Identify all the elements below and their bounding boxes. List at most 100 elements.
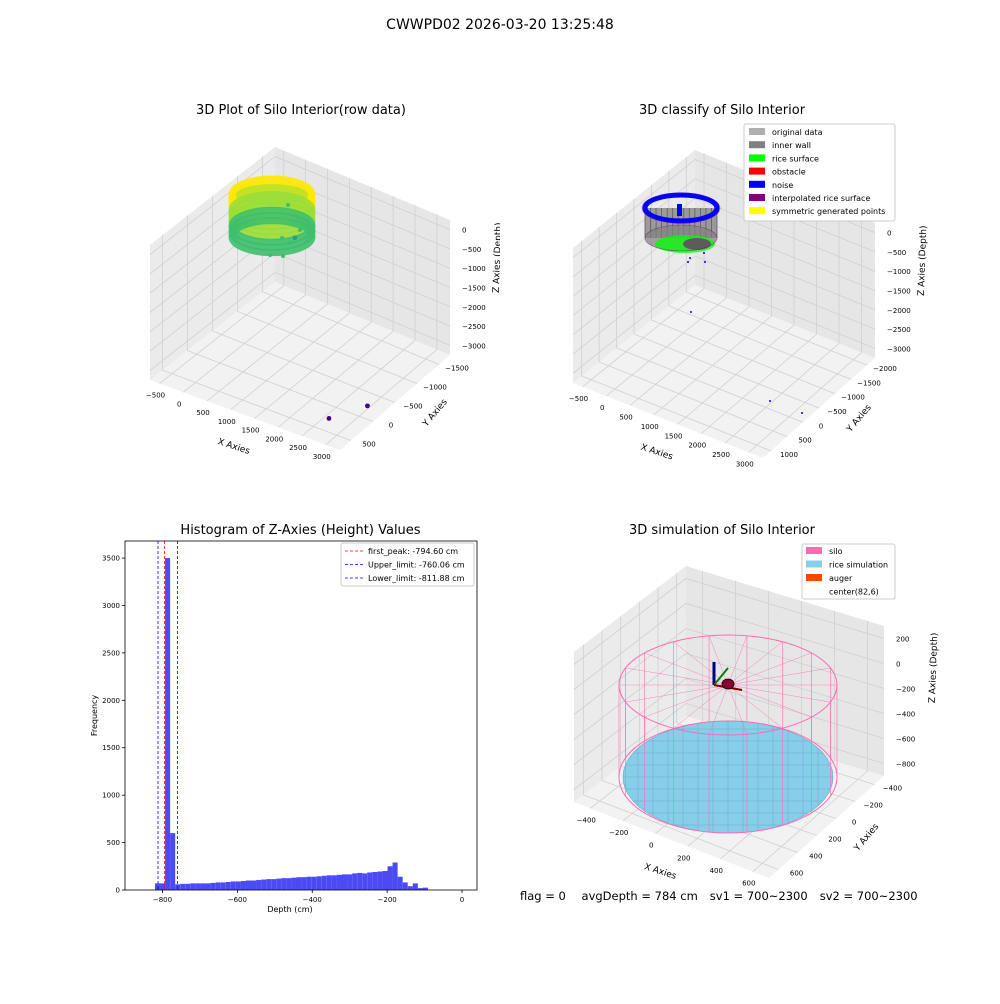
classify-legend-label: symmetric generated points — [772, 207, 885, 216]
classify-z-grid — [572, 274, 876, 374]
classify-interpolated-ring — [644, 224, 718, 252]
classify-y-tick: −1000 — [841, 394, 865, 402]
sim-silo-roof-line — [727, 684, 831, 703]
sim-z-label: Z Axies (Depth) — [928, 633, 940, 704]
classify-legend-label: inner wall — [772, 141, 811, 150]
raw-x-tick: 500 — [196, 409, 209, 417]
classify-legend-swatch — [749, 194, 765, 201]
histogram-x-tick: −600 — [228, 896, 247, 904]
sim-legend-label: silo — [829, 547, 843, 556]
classify-y-grid — [598, 361, 788, 437]
histogram-title: Histogram of Z-Axies (Height) Values — [180, 523, 421, 538]
histogram-x-tick: −800 — [153, 896, 172, 904]
classify-y-tick: 0 — [819, 422, 823, 430]
classify-legend-swatch — [749, 154, 765, 162]
histogram-bar — [200, 883, 206, 890]
histogram-bar — [281, 878, 287, 890]
classify-y-tick: 1000 — [780, 451, 798, 459]
histogram-bar — [417, 888, 423, 890]
sim-y-tick: 600 — [790, 870, 803, 878]
raw-x-tick: 2500 — [289, 444, 307, 452]
classify-z-tick: −3000 — [887, 345, 911, 353]
classify-x-label: X Axies — [639, 443, 674, 463]
histogram-bar — [266, 879, 272, 890]
raw-y-grid — [262, 291, 440, 365]
sim-auger-marker — [721, 678, 735, 690]
histogram-bar — [251, 880, 257, 890]
classify-chart-title: 3D classify of Silo Interior — [638, 103, 806, 118]
sim-x-grid — [752, 770, 868, 872]
histogram-bar — [245, 880, 252, 890]
classify-legend-swatch — [749, 180, 765, 188]
classify-x-tick: 2500 — [712, 451, 730, 459]
sim-silo-roof-line — [727, 635, 748, 686]
classify-noise-ring — [642, 192, 720, 224]
histogram-bar — [210, 882, 216, 890]
panel-simulation: 3D simulation of Silo Interior −400 −200 0… — [420, 500, 1000, 1000]
sim-z-grid — [573, 653, 885, 740]
sim-silo-roof-line — [644, 684, 729, 718]
histogram-bar — [311, 876, 317, 890]
raw-y-grid — [237, 311, 418, 384]
raw-y-tick: 0 — [389, 422, 393, 430]
classify-z-grid — [572, 178, 876, 278]
sim-x-tick: 400 — [710, 867, 723, 875]
raw-y-grid — [187, 350, 374, 422]
histogram-bar — [230, 881, 236, 890]
sim-y-tick: 200 — [828, 836, 841, 844]
raw-scatter-point — [281, 254, 285, 258]
classify-x-tick: 500 — [619, 414, 632, 422]
histogram-bar — [402, 882, 408, 890]
simulation-chart-title: 3D simulation of Silo Interior — [629, 523, 815, 538]
raw-x-tick: 1500 — [242, 427, 260, 435]
classify-noise-point — [689, 257, 691, 259]
histogram-frame — [124, 540, 478, 891]
histogram-legend-label: Upper_limit: -760.06 cm — [368, 561, 465, 570]
status-line: flag = 0 avgDepth = 784 cm sv1 = 700~2300… — [520, 889, 930, 903]
status-flag: flag = 0 — [520, 889, 566, 903]
sim-axis-marker-y — [713, 667, 729, 686]
histogram-bar — [154, 883, 161, 890]
raw-x-tick: 1000 — [218, 418, 236, 426]
classify-x-tick: 3000 — [736, 460, 754, 468]
sim-x-tick: 600 — [742, 880, 755, 888]
raw-z-tick: −1000 — [462, 265, 486, 273]
sim-legend-label: auger — [829, 574, 853, 583]
sim-z-tick: −400 — [896, 711, 915, 719]
sim-y-tick: −400 — [883, 785, 902, 793]
raw-z-grid — [149, 156, 451, 255]
sim-silo-roof-line — [708, 684, 729, 735]
histogram-bar — [306, 876, 312, 890]
sim-silo-roof-line — [727, 667, 831, 686]
histogram-bar — [291, 877, 297, 890]
histogram-bar — [357, 872, 363, 890]
sim-legend-swatch — [806, 574, 822, 581]
classify-z-tick: −2500 — [887, 326, 911, 334]
sim-z-grid — [573, 578, 885, 665]
sim-silo-roof-line — [673, 684, 729, 729]
raw-z-tick: −1500 — [462, 285, 486, 293]
histogram-bar — [387, 866, 393, 890]
classify-y-grid — [581, 375, 772, 452]
histogram-bar — [377, 871, 383, 890]
sim-legend-label: rice simulation — [829, 561, 888, 570]
classify-noise-cluster — [677, 204, 682, 216]
histogram-y-tick: 1000 — [102, 792, 120, 800]
histogram-bar — [276, 878, 282, 890]
sim-z-grid — [573, 678, 885, 765]
histogram-y-label: Frequency — [90, 695, 99, 737]
classify-x-tick: 0 — [600, 404, 604, 412]
classify-y-grid — [633, 333, 820, 409]
raw-3d-chart: −500 0 500 1000 1500 2000 2500 3000 500 0 −500 −100… — [146, 147, 504, 461]
classify-x-tick: 2000 — [688, 442, 706, 450]
histogram-bar — [180, 883, 186, 890]
histogram-bar — [342, 874, 348, 890]
raw-scatter-point — [288, 241, 292, 245]
sim-y-grid — [583, 794, 779, 870]
raw-z-tick: 0 — [462, 227, 466, 235]
sim-z-tick: −600 — [896, 736, 915, 744]
classify-y-tick: −2000 — [873, 365, 897, 373]
histogram-bar — [347, 874, 353, 890]
classify-noise-point — [687, 261, 689, 263]
sim-legend — [801, 543, 896, 600]
